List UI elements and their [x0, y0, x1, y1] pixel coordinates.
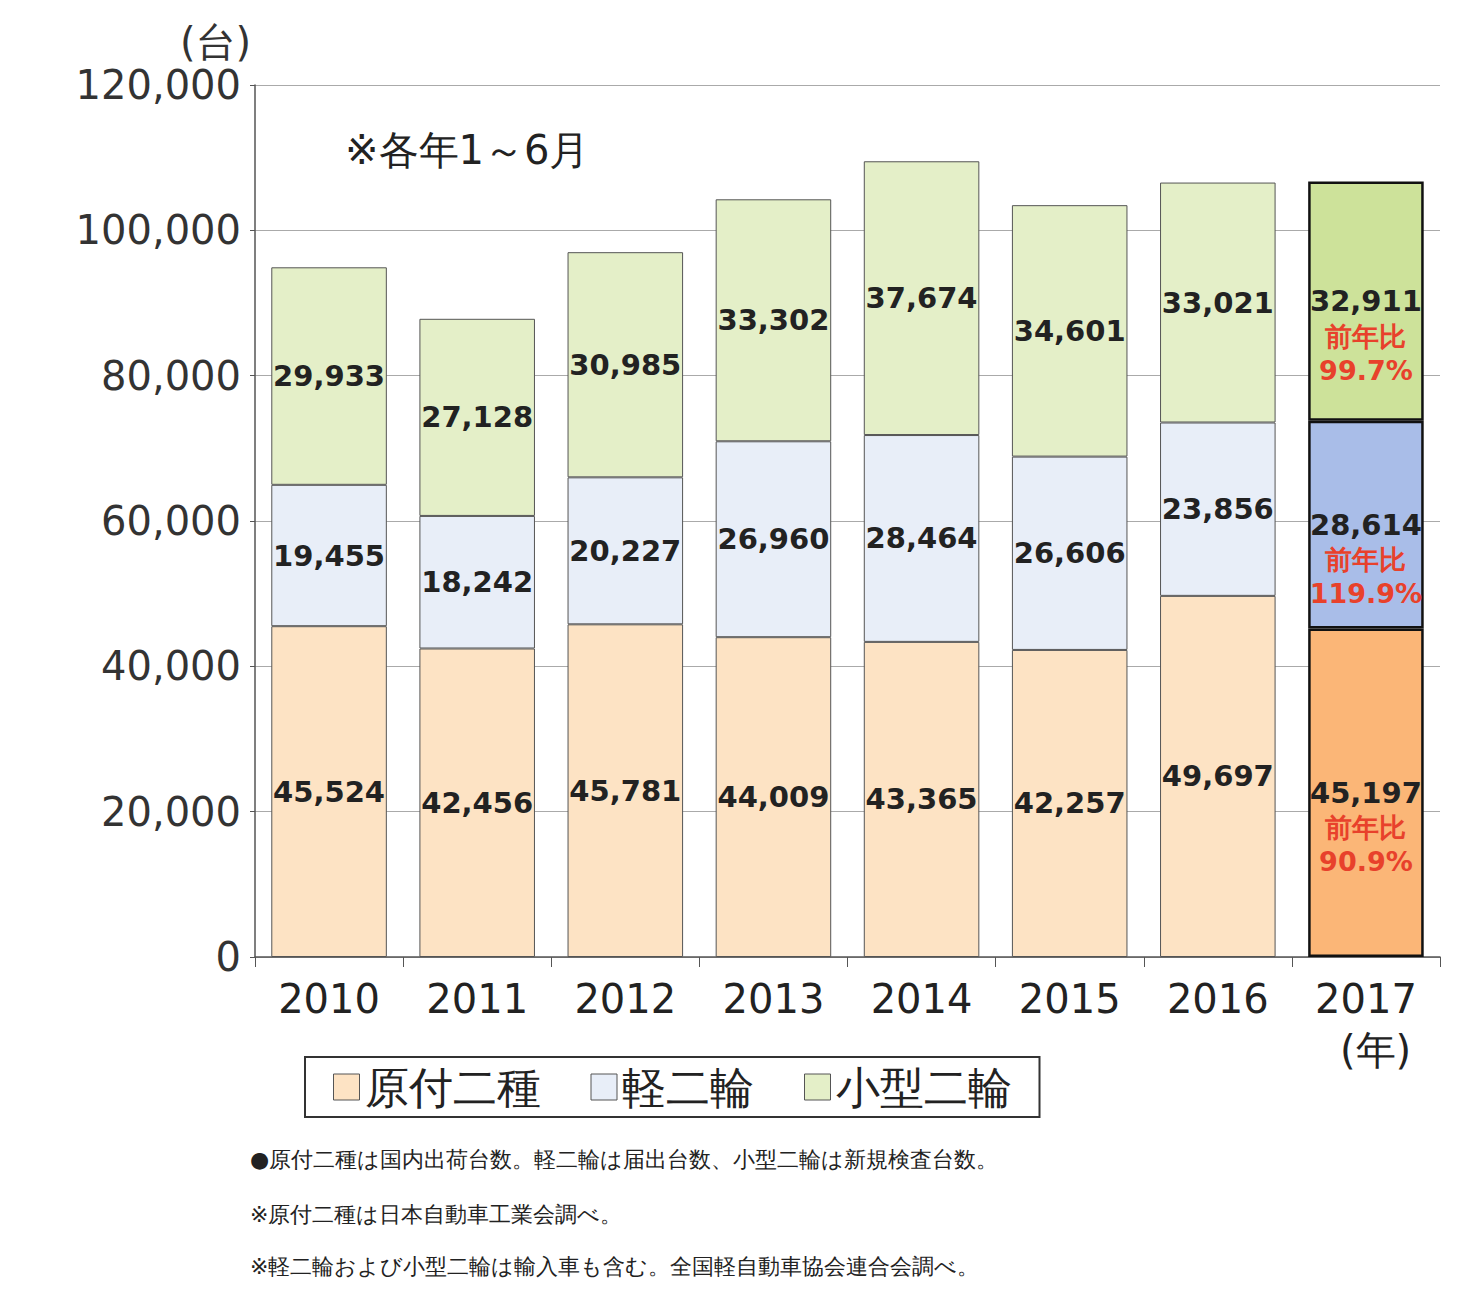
svg-text:20,227: 20,227	[569, 534, 681, 568]
svg-text:20,000: 20,000	[101, 789, 241, 835]
svg-text:40,000: 40,000	[101, 643, 241, 689]
svg-text:(年): (年)	[1340, 1027, 1411, 1073]
svg-text:2014: 2014	[871, 976, 973, 1022]
svg-text:前年比: 前年比	[1324, 544, 1406, 575]
svg-text:19,455: 19,455	[273, 539, 385, 573]
svg-text:119.9%: 119.9%	[1310, 578, 1422, 609]
svg-text:45,197: 45,197	[1310, 776, 1422, 810]
svg-text:2012: 2012	[574, 976, 676, 1022]
svg-text:18,242: 18,242	[421, 565, 533, 599]
svg-text:2016: 2016	[1167, 976, 1269, 1022]
svg-text:原付二種: 原付二種	[365, 1062, 541, 1113]
svg-text:120,000: 120,000	[76, 62, 241, 108]
svg-text:34,601: 34,601	[1014, 314, 1126, 348]
svg-text:42,257: 42,257	[1014, 786, 1126, 820]
svg-text:27,128: 27,128	[421, 400, 533, 434]
svg-text:※軽二輪および小型二輪は輸入車も含む。全国軽自動車協会連合会: ※軽二輪および小型二輪は輸入車も含む。全国軽自動車協会連合会調べ。	[250, 1254, 979, 1279]
svg-text:前年比: 前年比	[1324, 812, 1406, 843]
svg-text:●原付二種は国内出荷台数。軽二輪は届出台数、小型二輪は新規検: ●原付二種は国内出荷台数。軽二輪は届出台数、小型二輪は新規検査台数。	[250, 1147, 998, 1172]
svg-text:45,781: 45,781	[569, 774, 681, 808]
svg-text:99.7%: 99.7%	[1319, 355, 1413, 386]
svg-text:28,614: 28,614	[1310, 508, 1422, 542]
svg-text:23,856: 23,856	[1162, 492, 1274, 526]
svg-text:49,697: 49,697	[1162, 759, 1274, 793]
svg-text:2010: 2010	[278, 976, 380, 1022]
svg-text:32,911: 32,911	[1310, 284, 1422, 318]
svg-text:28,464: 28,464	[866, 521, 978, 555]
svg-text:60,000: 60,000	[101, 498, 241, 544]
svg-text:43,365: 43,365	[866, 782, 978, 816]
svg-text:2017: 2017	[1315, 976, 1417, 1022]
svg-text:0: 0	[216, 934, 241, 980]
svg-text:44,009: 44,009	[717, 780, 829, 814]
svg-text:前年比: 前年比	[1324, 321, 1406, 352]
svg-text:26,606: 26,606	[1014, 536, 1126, 570]
svg-text:90.9%: 90.9%	[1319, 846, 1413, 877]
svg-text:2013: 2013	[723, 976, 825, 1022]
svg-text:小型二輪: 小型二輪	[836, 1062, 1012, 1113]
svg-text:2011: 2011	[426, 976, 528, 1022]
svg-text:30,985: 30,985	[569, 348, 681, 382]
svg-text:33,021: 33,021	[1162, 286, 1274, 320]
svg-text:80,000: 80,000	[101, 353, 241, 399]
svg-text:45,524: 45,524	[273, 775, 385, 809]
svg-text:42,456: 42,456	[421, 786, 533, 820]
svg-text:※原付二種は日本自動車工業会調べ。: ※原付二種は日本自動車工業会調べ。	[250, 1202, 622, 1227]
svg-text:37,674: 37,674	[866, 281, 978, 315]
svg-text:33,302: 33,302	[717, 303, 829, 337]
svg-text:※各年1～6月: ※各年1～6月	[345, 127, 589, 173]
svg-text:100,000: 100,000	[76, 207, 241, 253]
svg-text:26,960: 26,960	[717, 522, 829, 556]
svg-text:軽二輪: 軽二輪	[622, 1062, 754, 1113]
svg-text:2015: 2015	[1019, 976, 1121, 1022]
svg-text:29,933: 29,933	[273, 359, 385, 393]
svg-text:(台): (台)	[180, 19, 251, 65]
